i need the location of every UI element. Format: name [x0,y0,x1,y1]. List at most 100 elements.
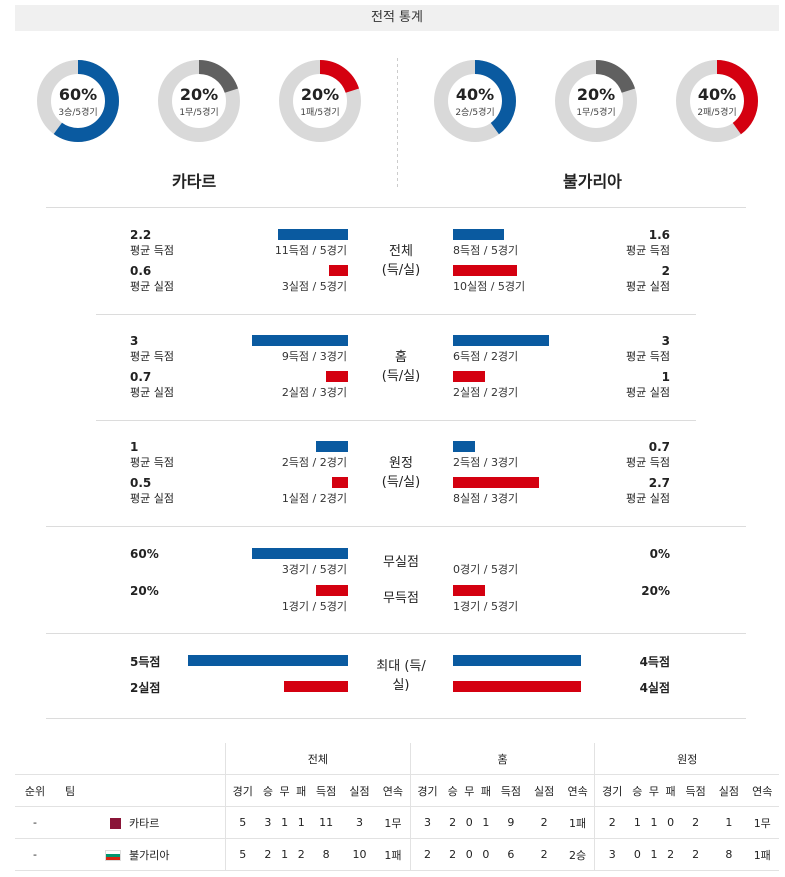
max-label: 최대 (득/실) [376,659,426,693]
donut-arc [158,60,240,142]
away-conceded-detail: 8실점 / 3경기 [453,492,519,505]
column-header: 득점 [316,784,337,798]
stat-cell: 6 [507,848,515,861]
home-avg-conceded-value: 0.5 [130,476,152,490]
away-avg-conceded-value: 2 [661,264,670,278]
column-header: 무 [648,784,660,798]
column-header: 득점 [685,784,706,798]
home-draw-donut: 20% 1무/5경기 [157,59,241,143]
home-clean-sheet-value: 60% [130,547,159,561]
stat-cell: 10 [352,848,367,861]
stat-cell: 0 [465,848,473,861]
home-conceded-detail: 3실점 / 5경기 [281,280,347,293]
stat-cell: 3 [264,816,272,829]
home-avg-conceded-label: 평균 실점 [130,280,174,293]
stat-cell: 2 [264,848,272,861]
donut-subtext: 1무/5경기 [576,108,616,118]
stat-cell: 2승 [560,838,596,871]
donut-percent: 60% [58,85,98,104]
home-conceded-detail: 1실점 / 2경기 [281,492,347,505]
stat-cell: 8 [725,848,733,861]
team-name: 불가리아 [129,848,170,862]
qatar-flag-icon [105,818,121,829]
home-avg-goals-label: 평균 득점 [130,456,174,469]
donut-chart-icon [37,60,119,142]
home-fail-score-value: 20% [130,584,159,598]
stat-cell: 0 [633,848,641,861]
home-loss-donut: 20% 1패/5경기 [278,59,362,143]
home-goals-detail: 2득점 / 2경기 [281,456,347,469]
away-conceded-bar [453,371,485,382]
stat-cell: 3 [608,848,616,861]
group-header-away: 원정 [677,752,698,766]
team-cell[interactable]: 카타르 [55,806,226,839]
away-avg-conceded-label: 평균 실점 [626,492,670,505]
away-conceded-detail: 2실점 / 2경기 [453,386,519,399]
column-header: 득점 [500,784,521,798]
section-label: 홈 (득/실) [381,350,421,384]
column-header: 경기 [232,784,253,798]
away-win-donut: 40% 2승/5경기 [433,59,517,143]
bulgaria-flag-icon [105,850,121,861]
section-label: 전체 (득/실) [381,244,421,278]
away-max-goals-value: 4득점 [639,655,670,669]
divider [46,526,746,527]
team-header-spacer [55,743,226,775]
away-avg-goals-label: 평균 득점 [626,456,670,469]
stat-cell: 1 [281,816,289,829]
column-header: 승 [447,784,458,798]
stat-cell: 8 [322,848,330,861]
stat-cell: 0 [465,816,473,829]
donut-arc [676,60,758,142]
column-header: 패 [665,784,676,798]
away-clean-sheet-detail: 0경기 / 5경기 [453,563,519,576]
column-header: 패 [296,784,307,798]
home-fail-score-bar [316,585,348,596]
column-header: 패 [480,784,491,798]
home-max-conceded-value: 2실점 [130,681,161,695]
away-goals-bar [453,335,549,346]
away-goals-detail: 2득점 / 3경기 [453,456,519,469]
donut-subtext: 2승/5경기 [455,108,495,118]
donut-chart-icon [555,60,637,142]
away-fail-score-value: 20% [641,584,670,598]
team-cell[interactable]: 불가리아 [55,838,226,871]
team-header: 팀 [55,774,226,807]
donut-subtext: 1무/5경기 [179,108,219,118]
column-header: 실점 [534,784,555,798]
donut-subtext: 1패/5경기 [300,108,340,118]
home-avg-goals-label: 평균 득점 [130,244,174,257]
stat-cell: 1 [725,816,733,829]
donut-arc [555,60,637,142]
home-win-donut: 60% 3승/5경기 [36,59,120,143]
column-header: 연속 [752,784,773,798]
home-avg-goals-value: 2.2 [130,228,152,242]
column-header: 실점 [349,784,370,798]
home-avg-goals-value: 1 [130,440,139,454]
stat-cell: 2 [692,816,700,829]
stat-cell: 1 [281,848,289,861]
home-goals-detail: 9득점 / 3경기 [281,350,347,363]
home-goals-detail: 11득점 / 5경기 [274,244,347,257]
rank-header-spacer [15,743,55,775]
home-conceded-bar [326,371,348,382]
home-max-goals-bar [188,655,348,666]
donut-chart-icon [676,60,758,142]
donut-arc [434,60,516,142]
home-goals-bar [316,441,348,452]
group-header-home: 홈 [410,743,596,775]
stat-cell: 0 [482,848,490,861]
stat-cell: 1 [650,816,658,829]
home-avg-goals-value: 3 [130,334,139,348]
group-header-total: 전체 [225,743,411,775]
home-avg-goals-label: 평균 득점 [130,350,174,363]
away-max-goals-bar [453,655,581,666]
away-avg-conceded-label: 평균 실점 [626,280,670,293]
away-fail-score-detail: 1경기 / 5경기 [453,600,519,613]
divider [96,420,696,421]
donut-percent: 20% [576,85,616,104]
divider [46,633,746,634]
donut-percent: 20% [300,85,340,104]
home-max-conceded-bar [284,681,348,692]
stat-cell: 2 [540,848,548,861]
